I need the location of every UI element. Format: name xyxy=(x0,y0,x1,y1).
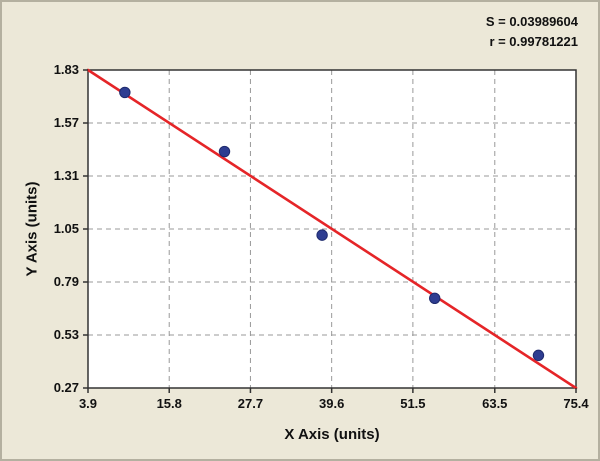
y-tick-label: 1.31 xyxy=(54,168,79,183)
stat-r: r = 0.99781221 xyxy=(489,34,578,50)
y-tick-label: 0.53 xyxy=(54,327,79,342)
regression-line xyxy=(86,68,578,390)
data-point xyxy=(532,349,545,362)
y-tick-label: 1.57 xyxy=(54,115,79,130)
y-tick-label: 0.27 xyxy=(54,380,79,395)
x-tick-label: 3.9 xyxy=(79,396,97,411)
data-point xyxy=(316,229,328,241)
x-tick-label: 63.5 xyxy=(482,396,507,411)
y-tick-label: 1.83 xyxy=(54,62,79,77)
data-point xyxy=(218,145,231,158)
fit-statistics: S = 0.03989604 r = 0.99781221 xyxy=(486,12,578,52)
x-tick-label: 39.6 xyxy=(319,396,344,411)
y-axis-title: Y Axis (units) xyxy=(23,181,41,277)
data-point xyxy=(429,292,441,305)
x-tick-label: 75.4 xyxy=(563,396,589,411)
y-tick-label: 0.79 xyxy=(54,274,79,289)
x-axis-title: X Axis (units) xyxy=(284,426,380,443)
y-tick-label: 1.05 xyxy=(54,221,79,236)
x-tick-label: 27.7 xyxy=(238,396,263,411)
x-tick-label: 51.5 xyxy=(400,396,425,411)
x-tick-label: 15.8 xyxy=(157,396,182,411)
data-point xyxy=(119,86,131,99)
stat-s: S = 0.03989604 xyxy=(485,14,578,29)
